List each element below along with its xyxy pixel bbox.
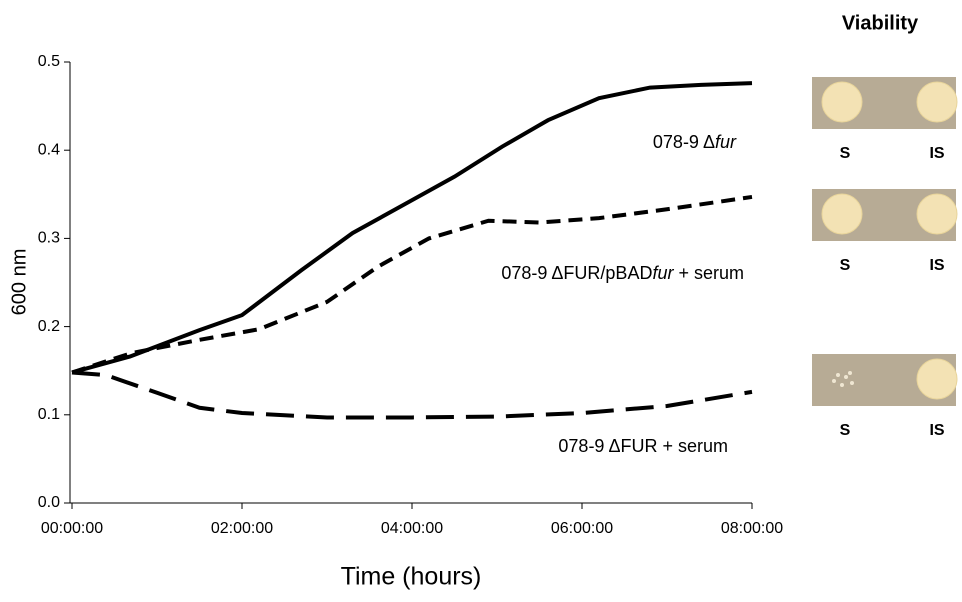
x-tick-label: 00:00:00 — [41, 520, 103, 537]
data-line — [71, 194, 753, 375]
colony — [832, 379, 836, 383]
x-tick-label: 08:00:00 — [721, 520, 783, 537]
viability-label: IS — [929, 145, 944, 162]
spot — [821, 193, 863, 235]
spot — [916, 81, 958, 123]
label-part: 078-9 ΔFUR + serum — [558, 436, 728, 456]
colony — [840, 383, 844, 387]
y-tick-label: 0.5 — [38, 53, 60, 70]
x-tick-label: 04:00:00 — [381, 520, 443, 537]
spot — [821, 81, 863, 123]
label-part: fur — [652, 263, 674, 283]
viability-label: S — [840, 257, 851, 274]
viability-title: Viability — [842, 12, 919, 34]
viability-label: S — [840, 145, 851, 162]
label-part: fur — [715, 132, 737, 152]
y-tick-label: 0.2 — [38, 318, 60, 335]
colony — [848, 371, 852, 375]
y-axis-title: 600 nm — [8, 249, 30, 316]
spot — [916, 193, 958, 235]
y-tick-label: 0.3 — [38, 230, 60, 247]
series-label: 078-9 Δfur — [653, 132, 737, 152]
x-tick-label: 02:00:00 — [211, 520, 273, 537]
colony — [850, 381, 854, 385]
data-line — [71, 81, 753, 375]
y-tick-label: 0.4 — [38, 141, 60, 158]
viability-label: IS — [929, 422, 944, 439]
viability-label: S — [840, 422, 851, 439]
viability-label: IS — [929, 257, 944, 274]
data-line — [71, 370, 753, 420]
series-label: 078-9 ΔFUR + serum — [558, 436, 728, 456]
spot — [916, 358, 958, 400]
label-part: 078-9 ΔFUR/pBAD — [501, 263, 652, 283]
y-tick-label: 0.0 — [38, 494, 60, 511]
colony — [836, 373, 840, 377]
label-part: + serum — [673, 263, 744, 283]
y-tick-label: 0.1 — [38, 406, 60, 423]
x-tick-label: 06:00:00 — [551, 520, 613, 537]
series-label: 078-9 ΔFUR/pBADfur + serum — [501, 263, 744, 283]
colony — [844, 375, 848, 379]
x-axis-title: Time (hours) — [341, 563, 482, 591]
label-part: 078-9 Δ — [653, 132, 715, 152]
